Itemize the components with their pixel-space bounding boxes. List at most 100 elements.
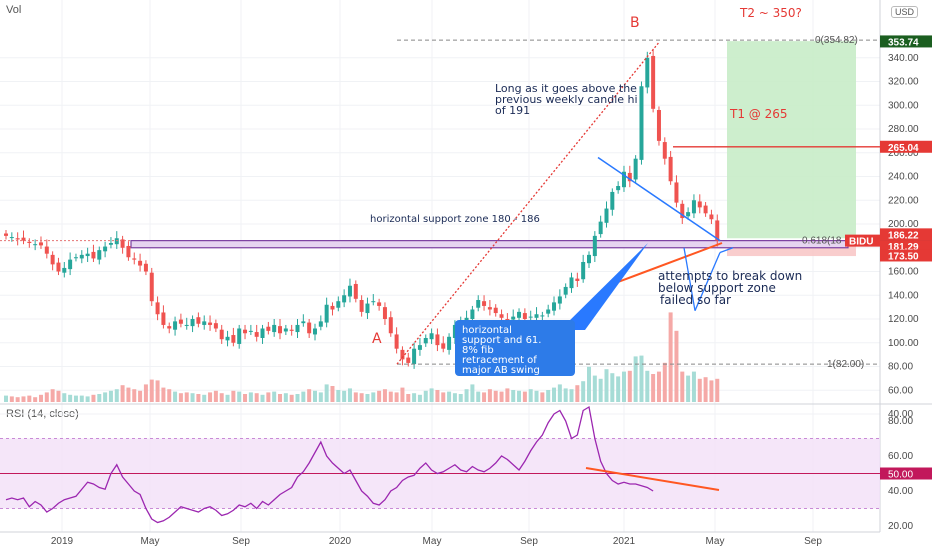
price-tick-label: 120.00 xyxy=(888,314,919,325)
candle-body xyxy=(27,241,32,243)
support-zone xyxy=(130,240,849,249)
candle-body xyxy=(406,357,411,363)
candle-body xyxy=(272,324,277,333)
volume-bar xyxy=(108,390,113,402)
candle-body xyxy=(686,212,691,217)
candle-body xyxy=(79,254,84,259)
candle-body xyxy=(196,317,201,324)
volume-bar xyxy=(587,366,591,402)
volume-bar xyxy=(318,392,323,402)
volume-bar xyxy=(662,362,667,402)
candle-body xyxy=(114,238,119,245)
ab-swing-line xyxy=(396,41,660,365)
candle-body xyxy=(662,142,667,159)
volume-bar xyxy=(342,390,347,402)
candle-body xyxy=(517,311,522,318)
rsi-tick-label: 60.00 xyxy=(888,451,913,462)
uptrend-support-line xyxy=(607,242,723,287)
callout-line: retracement of xyxy=(462,355,537,366)
candle-body xyxy=(295,324,300,333)
volume-bar xyxy=(557,384,562,402)
point-b-label: B xyxy=(630,15,640,31)
rsi-line xyxy=(5,405,654,524)
candle-body xyxy=(639,86,644,160)
volume-bar xyxy=(581,381,586,402)
volume-bar xyxy=(563,388,568,402)
time-tick-label: Sep xyxy=(804,536,822,547)
volume-bar xyxy=(435,390,440,402)
candle-body xyxy=(44,246,49,254)
time-tick-label: May xyxy=(423,536,442,547)
callout-pointer xyxy=(560,243,648,330)
rsi-tick-label: 40.00 xyxy=(888,486,913,497)
volume-bar xyxy=(423,390,428,402)
candle-body xyxy=(21,237,26,241)
volume-bar xyxy=(674,330,679,402)
volume-bar xyxy=(283,393,288,402)
volume-bar xyxy=(552,387,557,402)
currency-badge[interactable]: USD xyxy=(891,6,919,18)
candle-body xyxy=(598,221,603,235)
volume-bar xyxy=(91,394,96,402)
volume-bar xyxy=(569,389,574,402)
rsi-panel xyxy=(0,405,880,524)
candle-body xyxy=(563,286,568,295)
price-tick-label: 320.00 xyxy=(888,77,919,88)
candle-body xyxy=(697,201,702,208)
volume-bar xyxy=(178,393,183,402)
pointer-line xyxy=(694,252,721,311)
axis-layer: 40.00 60.00 80.00 100.00 120.00 140.00 160.00 1… xyxy=(51,35,932,547)
candle-body xyxy=(184,324,189,326)
volume-bar xyxy=(213,390,218,402)
candle-body xyxy=(260,328,265,338)
candle-body xyxy=(394,334,399,349)
volume-label: Vol xyxy=(6,4,22,16)
fib-label: 1(82.00) xyxy=(827,359,864,370)
candle-body xyxy=(225,336,230,341)
volume-bar xyxy=(441,392,446,402)
volume-bar xyxy=(295,394,300,402)
candle-body xyxy=(9,237,14,239)
volume-bar xyxy=(254,393,259,402)
candle-body xyxy=(482,301,487,306)
candle-body xyxy=(382,307,387,319)
candle-body xyxy=(231,335,236,343)
volume-bar xyxy=(482,392,487,402)
time-tick-label: Sep xyxy=(520,536,538,547)
volume-bar xyxy=(202,394,207,402)
price-tick-label: 220.00 xyxy=(888,195,919,206)
volume-bar xyxy=(103,392,108,402)
volume-bar xyxy=(592,375,597,402)
candle-body xyxy=(359,300,364,312)
price-tick-label: 160.00 xyxy=(888,267,919,278)
candle-body xyxy=(587,254,591,264)
volume-bar xyxy=(359,393,364,402)
candle-body xyxy=(715,220,720,241)
candle-body xyxy=(15,238,20,240)
volume-bar xyxy=(312,390,317,402)
volume-bar xyxy=(470,384,475,402)
candle-body xyxy=(546,309,551,314)
volume-bar xyxy=(534,390,539,402)
candle-body xyxy=(126,245,131,258)
volume-bar xyxy=(447,391,452,402)
volume-bar xyxy=(260,394,265,402)
volume-bar xyxy=(21,396,26,402)
volume-bar xyxy=(686,375,691,402)
volume-bar xyxy=(190,393,195,402)
volume-bar xyxy=(79,395,84,402)
candle-body xyxy=(132,258,137,260)
candle-body xyxy=(429,333,434,340)
target-zone xyxy=(727,41,856,239)
volume-bar xyxy=(307,389,312,402)
volume-bar xyxy=(517,390,522,402)
volume-bar xyxy=(138,390,143,402)
volume-bar xyxy=(85,396,90,402)
candle-body xyxy=(202,321,207,325)
volume-bar xyxy=(196,394,201,402)
callout-line: 8% fib xyxy=(462,345,494,356)
candle-body xyxy=(656,110,661,141)
candle-body xyxy=(138,260,143,266)
volume-bar xyxy=(353,392,358,402)
